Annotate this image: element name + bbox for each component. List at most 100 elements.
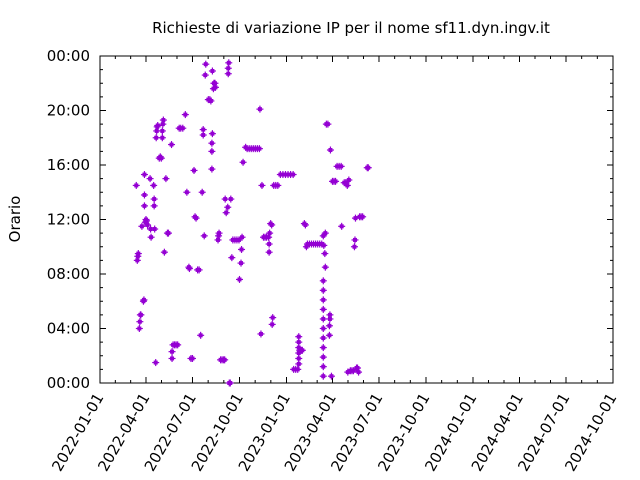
data-point [256,105,264,113]
data-point [326,311,334,319]
data-point-dot [187,266,192,271]
data-point [269,314,277,322]
data-point-dot [137,326,142,331]
data-point [327,372,335,380]
data-point [208,147,216,155]
data-point [174,341,182,349]
data-point [192,214,200,222]
data-point-dot [353,216,358,221]
data-point [150,202,158,210]
data-point-dot [162,250,167,255]
data-point-dot [257,146,262,151]
data-point-dot [291,172,296,177]
data-point-dot [296,351,301,356]
data-point-dot [236,237,241,242]
data-point-dot [209,149,214,154]
data-point-dot [322,251,327,256]
data-point [146,175,154,183]
data-point-dot [356,370,361,375]
data-point [164,229,172,237]
data-point-dot [149,235,154,240]
data-point [319,315,327,323]
data-point [185,265,193,273]
data-point-dot [152,203,157,208]
data-point-dot [323,265,328,270]
data-point [158,134,166,142]
chart-title: Richieste di variazione IP per il nome s… [152,19,550,37]
data-point-dot [211,86,216,91]
data-point [150,181,158,189]
data-point-dot [321,364,326,369]
data-point [197,331,205,339]
data-point [208,130,216,138]
data-point-dot [339,224,344,229]
data-point-dot [241,160,246,165]
data-point-dot [144,218,149,223]
data-point-dot [209,141,214,146]
data-point [268,221,276,229]
data-point [364,164,372,172]
data-point-dot [237,277,242,282]
data-point [134,250,142,258]
y-tick-label: 00:00 [47,374,90,392]
data-point [183,188,191,196]
data-point-dot [183,112,188,117]
data-point-dot [141,297,146,302]
data-point [268,320,276,328]
data-point-dot [142,192,147,197]
data-point-dot [228,197,233,202]
data-point-dot [321,316,326,321]
data-point-dot [321,278,326,283]
data-point [159,116,167,124]
data-point-dot [267,250,272,255]
data-point-dot [321,374,326,379]
data-point [355,368,363,376]
data-point [298,346,306,354]
data-point [168,348,176,356]
data-point [150,195,158,203]
data-point [319,363,327,371]
data-point-dot [267,242,272,247]
y-tick-label: 08:00 [47,265,90,283]
data-point [221,356,229,364]
data-point-dot [203,73,208,78]
data-point-dot [145,222,150,227]
data-point [162,175,170,183]
data-point [168,141,176,149]
data-point-dot [217,231,222,236]
data-point-dot [170,356,175,361]
data-point-dot [269,222,274,227]
data-point-dot [228,381,233,385]
data-point-dot [300,348,305,353]
data-point [140,296,148,304]
data-point [168,354,176,362]
data-point-dot [194,216,199,221]
data-point-dot [321,307,326,312]
data-point-dot [366,165,371,170]
data-point [237,259,245,267]
data-point-dot [226,60,231,65]
data-point-dot [321,233,326,238]
data-point [152,359,160,367]
data-point [202,60,210,68]
data-point-dot [319,242,324,247]
data-point [319,344,327,352]
data-point-dot [343,180,348,185]
data-point [138,222,146,230]
data-point [188,354,196,362]
data-point-dot [200,190,205,195]
data-point-dot [180,126,185,131]
data-point [265,248,273,256]
data-point [343,181,351,189]
data-point-dot [229,255,234,260]
data-point-dot [190,356,195,361]
data-point-dot [152,227,157,232]
data-point-dot [161,118,166,123]
data-point-dot [239,247,244,252]
data-point-dot [333,179,338,184]
data-point [321,263,329,271]
data-point-dot [192,168,197,173]
data-point [301,221,309,229]
data-point [200,232,208,240]
data-point-dot [198,333,203,338]
